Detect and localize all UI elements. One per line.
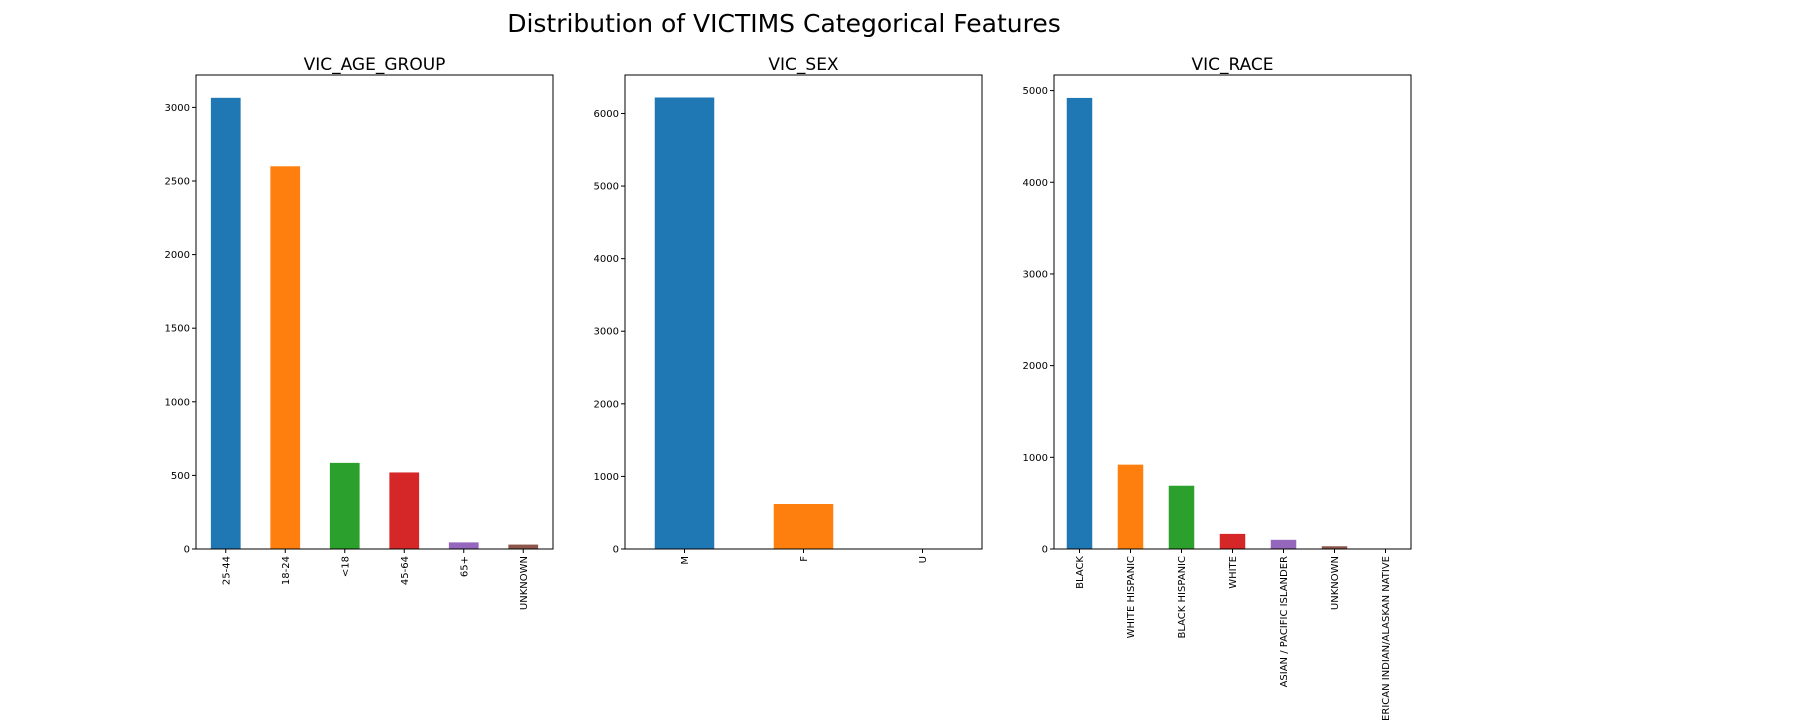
y-tick-label: 2000 xyxy=(1023,361,1048,372)
y-tick-label: 5000 xyxy=(1023,86,1048,97)
x-tick-label: 18-24 xyxy=(281,556,292,585)
y-tick-label: 6000 xyxy=(594,109,619,120)
x-tick-label: 65+ xyxy=(459,556,470,577)
y-tick-label: 1500 xyxy=(165,324,190,335)
bar xyxy=(1168,485,1195,549)
x-tick-label: AMERICAN INDIAN/ALASKAN NATIVE xyxy=(1381,556,1392,720)
y-tick-label: 2500 xyxy=(165,176,190,187)
axes-frame xyxy=(195,74,554,550)
bar xyxy=(270,166,301,549)
x-tick-label: U xyxy=(918,556,929,563)
subplot-2: VIC_SEX 0 1000 2000 3000 4000 5000 6000 M F U xyxy=(594,55,983,565)
x-tick-label: 45-64 xyxy=(400,556,411,585)
bar xyxy=(329,462,360,549)
y-tick-label: 0 xyxy=(1042,545,1048,556)
y-tick-label: 2000 xyxy=(594,399,619,410)
bar xyxy=(1066,97,1093,549)
x-tick-label: UNKNOWN xyxy=(519,556,530,610)
axes-frame xyxy=(1053,74,1412,550)
y-tick-label: 4000 xyxy=(594,254,619,265)
x-tick-label: UNKNOWN xyxy=(1330,556,1341,610)
x-tick-label: WHITE xyxy=(1228,556,1239,589)
bar xyxy=(654,97,715,550)
x-tick-label: M xyxy=(680,556,691,565)
bar xyxy=(773,503,834,549)
y-tick-label: 0 xyxy=(184,545,190,556)
bar xyxy=(1219,533,1246,549)
x-tick-label: <18 xyxy=(340,556,351,577)
subplot-title: VIC_AGE_GROUP xyxy=(304,55,446,75)
x-tick-label: WHITE HISPANIC xyxy=(1126,556,1137,638)
y-tick-label: 3000 xyxy=(1023,269,1048,280)
figure-title: Distribution of VICTIMS Categorical Feat… xyxy=(507,9,1061,38)
bar xyxy=(210,97,241,549)
x-tick-label: ASIAN / PACIFIC ISLANDER xyxy=(1279,556,1290,687)
bar xyxy=(1117,464,1144,549)
bar xyxy=(1270,539,1297,549)
y-tick-label: 4000 xyxy=(1023,178,1048,189)
bar xyxy=(508,544,539,549)
y-tick-label: 5000 xyxy=(594,182,619,193)
y-tick-label: 2000 xyxy=(165,250,190,261)
bar xyxy=(389,472,420,549)
y-tick-label: 1000 xyxy=(594,472,619,483)
y-tick-label: 0 xyxy=(613,545,619,556)
subplot-title: VIC_RACE xyxy=(1191,55,1273,75)
subplot-1: VIC_AGE_GROUP 0 500 1000 1500 2000 2500 3000 25-… xyxy=(165,55,554,610)
y-tick-label: 1000 xyxy=(165,397,190,408)
x-tick-label: F xyxy=(799,556,810,562)
subplot-3: VIC_RACE 0 1000 2000 3000 4000 5000 BLACK WHITE … xyxy=(1023,55,1412,720)
x-tick-label: 25-44 xyxy=(221,556,232,585)
y-tick-label: 500 xyxy=(171,471,190,482)
subplot-title: VIC_SEX xyxy=(768,55,839,75)
bar xyxy=(448,542,479,549)
y-tick-label: 1000 xyxy=(1023,453,1048,464)
y-tick-label: 3000 xyxy=(594,327,619,338)
x-tick-label: BLACK xyxy=(1075,556,1086,589)
y-tick-label: 3000 xyxy=(165,103,190,114)
bar xyxy=(1321,546,1348,549)
x-tick-label: BLACK HISPANIC xyxy=(1177,556,1188,639)
